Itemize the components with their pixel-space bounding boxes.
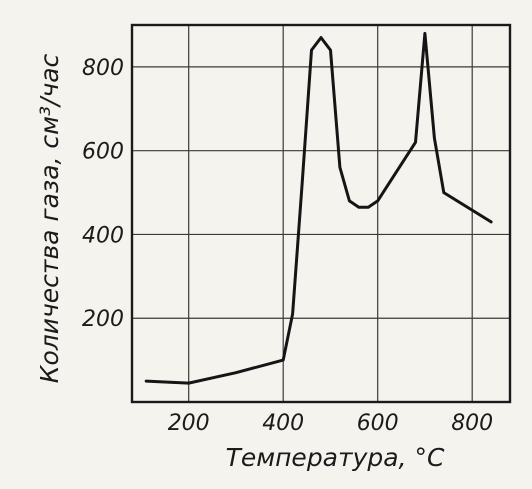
x-tick-label: 800 [451,411,493,436]
x-tick-label: 600 [357,411,399,436]
grid [132,25,510,402]
y-tick-label: 400 [82,223,124,248]
x-axis-label: Температура, °С [226,443,445,472]
x-tick-label: 200 [168,411,210,436]
x-tick-label: 400 [262,411,304,436]
x-tick-labels: 200 400 600 800 [168,411,494,436]
y-axis-label: Количества газа, см³/час [35,53,64,383]
y-tick-label: 800 [82,56,124,81]
y-tick-labels: 200 400 600 800 [82,56,124,332]
y-tick-label: 600 [82,140,124,165]
y-tick-label: 200 [82,307,124,332]
plot-frame [130,23,512,404]
series-line [144,31,493,385]
